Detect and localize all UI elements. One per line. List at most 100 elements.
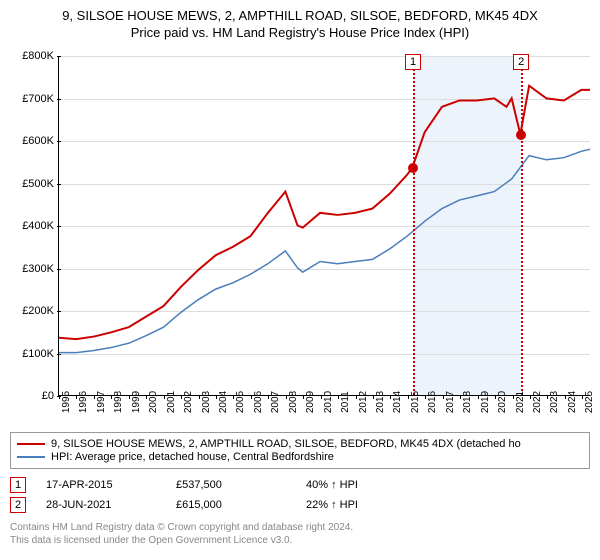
footer: Contains HM Land Registry data © Crown c…	[10, 521, 590, 547]
sale-row: 1 17-APR-2015 £537,500 40% ↑ HPI	[10, 477, 590, 493]
footer-line: This data is licensed under the Open Gov…	[10, 534, 590, 547]
x-axis-label: 2022	[532, 391, 543, 413]
x-axis-label: 1995	[61, 391, 72, 413]
x-tick	[495, 395, 496, 399]
y-axis-label: £400K	[22, 220, 54, 232]
x-tick	[356, 395, 357, 399]
y-tick	[57, 269, 61, 270]
series-property	[59, 86, 590, 339]
sale-delta: 22% ↑ HPI	[306, 499, 436, 511]
y-axis-label: £700K	[22, 93, 54, 105]
x-axis-label: 2004	[218, 391, 229, 413]
chart-title: 9, SILSOE HOUSE MEWS, 2, AMPTHILL ROAD, …	[10, 8, 590, 23]
x-tick	[286, 395, 287, 399]
x-axis-label: 2006	[253, 391, 264, 413]
y-axis-label: £300K	[22, 263, 54, 275]
sale-dot-icon	[516, 130, 526, 140]
x-axis-label: 2003	[201, 391, 212, 413]
y-tick	[57, 184, 61, 185]
y-axis-label: £100K	[22, 348, 54, 360]
x-axis-label: 2002	[183, 391, 194, 413]
x-axis-label: 2001	[166, 391, 177, 413]
x-axis-label: 2008	[288, 391, 299, 413]
x-tick	[478, 395, 479, 399]
sale-price: £615,000	[176, 499, 306, 511]
x-tick	[181, 395, 182, 399]
x-axis-label: 1998	[113, 391, 124, 413]
x-tick	[321, 395, 322, 399]
x-axis-label: 2000	[148, 391, 159, 413]
x-axis-label: 2012	[358, 391, 369, 413]
x-axis-label: 2013	[375, 391, 386, 413]
x-tick	[338, 395, 339, 399]
legend-item-property: 9, SILSOE HOUSE MEWS, 2, AMPTHILL ROAD, …	[17, 438, 583, 450]
y-axis-label: £0	[42, 390, 54, 402]
x-axis-label: 2014	[392, 391, 403, 413]
sales-table: 1 17-APR-2015 £537,500 40% ↑ HPI 2 28-JU…	[10, 477, 590, 513]
x-tick	[251, 395, 252, 399]
y-tick	[57, 354, 61, 355]
y-tick	[57, 226, 61, 227]
sale-marker-icon: 1	[10, 477, 26, 493]
y-axis-label: £800K	[22, 50, 54, 62]
legend-label: 9, SILSOE HOUSE MEWS, 2, AMPTHILL ROAD, …	[51, 438, 521, 450]
y-tick	[57, 141, 61, 142]
x-tick	[59, 395, 60, 399]
x-axis-label: 2018	[462, 391, 473, 413]
x-tick	[94, 395, 95, 399]
x-axis-label: 2011	[340, 391, 351, 413]
x-tick	[373, 395, 374, 399]
x-tick	[513, 395, 514, 399]
y-axis-label: £500K	[22, 178, 54, 190]
chart-subtitle: Price paid vs. HM Land Registry's House …	[10, 25, 590, 40]
x-axis-label: 1999	[131, 391, 142, 413]
x-tick	[530, 395, 531, 399]
x-tick	[408, 395, 409, 399]
y-axis-label: £600K	[22, 135, 54, 147]
x-axis-label: 2019	[480, 391, 491, 413]
x-axis-label: 2007	[270, 391, 281, 413]
x-axis-label: 2010	[323, 391, 334, 413]
x-axis-label: 2009	[305, 391, 316, 413]
x-axis-label: 2016	[427, 391, 438, 413]
x-axis-label: 2023	[549, 391, 560, 413]
x-tick	[216, 395, 217, 399]
marker-line	[413, 56, 415, 395]
x-tick	[443, 395, 444, 399]
x-tick	[164, 395, 165, 399]
chart-area: £0 £100K £200K £300K £400K £500K £600K £700K £80…	[10, 46, 590, 426]
x-tick	[129, 395, 130, 399]
marker-line	[521, 56, 523, 395]
sale-date: 28-JUN-2021	[46, 499, 176, 511]
y-tick	[57, 56, 61, 57]
x-axis-label: 2025	[584, 391, 595, 413]
sale-row: 2 28-JUN-2021 £615,000 22% ↑ HPI	[10, 497, 590, 513]
footer-line: Contains HM Land Registry data © Crown c…	[10, 521, 590, 534]
x-tick	[199, 395, 200, 399]
marker-box: 2	[513, 54, 529, 70]
plot-region: 12	[58, 56, 590, 396]
x-axis-label: 2024	[567, 391, 578, 413]
sale-delta: 40% ↑ HPI	[306, 479, 436, 491]
sale-price: £537,500	[176, 479, 306, 491]
x-axis-label: 1997	[96, 391, 107, 413]
x-tick	[565, 395, 566, 399]
x-axis-label: 2021	[515, 391, 526, 413]
x-axis-label: 1996	[78, 391, 89, 413]
marker-box: 1	[405, 54, 421, 70]
y-tick	[57, 99, 61, 100]
legend-swatch	[17, 443, 45, 445]
x-axis-label: 2005	[235, 391, 246, 413]
y-axis-label: £200K	[22, 305, 54, 317]
x-axis-label: 2015	[410, 391, 421, 413]
y-tick	[57, 311, 61, 312]
x-axis-label: 2020	[497, 391, 508, 413]
legend-item-hpi: HPI: Average price, detached house, Cent…	[17, 451, 583, 463]
x-axis-label: 2017	[445, 391, 456, 413]
legend-label: HPI: Average price, detached house, Cent…	[51, 451, 334, 463]
sale-dot-icon	[408, 163, 418, 173]
sale-marker-icon: 2	[10, 497, 26, 513]
sale-date: 17-APR-2015	[46, 479, 176, 491]
legend-swatch	[17, 456, 45, 458]
legend: 9, SILSOE HOUSE MEWS, 2, AMPTHILL ROAD, …	[10, 432, 590, 469]
